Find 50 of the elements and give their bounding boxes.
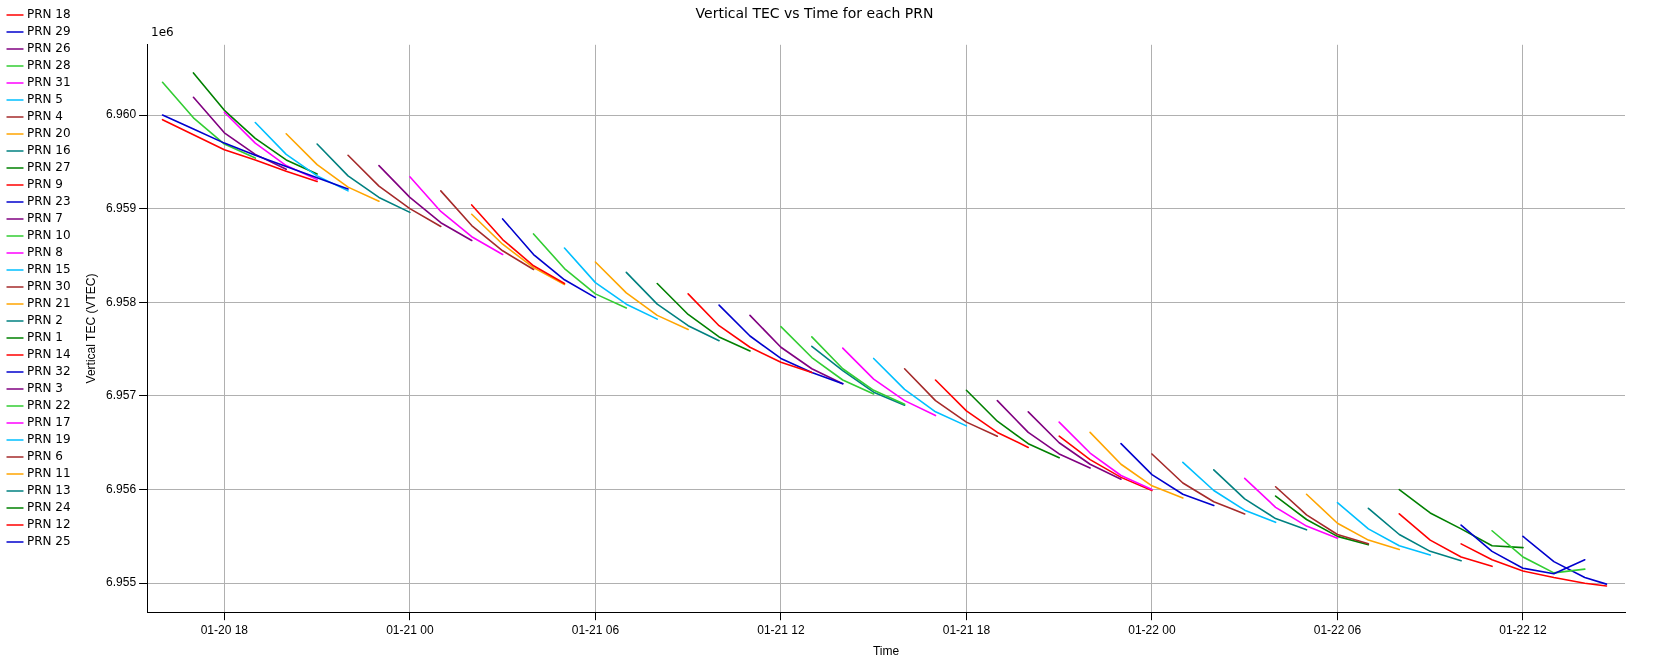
- legend-label: PRN 25: [27, 534, 71, 549]
- legend-label: PRN 11: [27, 466, 71, 481]
- x-tick-label: 01-21 18: [942, 622, 991, 637]
- legend-label: PRN 8: [27, 245, 63, 260]
- legend-label: PRN 21: [27, 296, 71, 311]
- legend-label: PRN 4: [27, 109, 63, 124]
- legend-label: PRN 14: [27, 347, 71, 362]
- x-tick-label: 01-21 06: [571, 622, 620, 637]
- legend-label: PRN 5: [27, 92, 63, 107]
- y-tick-label: 6.959: [106, 200, 137, 215]
- legend-label: PRN 30: [27, 279, 71, 294]
- legend-label: PRN 2: [27, 313, 63, 328]
- x-tick-label: 01-21 12: [757, 622, 805, 637]
- legend-label: PRN 31: [27, 75, 71, 90]
- legend-label: PRN 29: [27, 24, 71, 39]
- legend-label: PRN 26: [27, 41, 71, 56]
- legend-label: PRN 28: [27, 58, 71, 73]
- legend-label: PRN 24: [27, 500, 71, 515]
- x-tick-label: 01-22 06: [1313, 622, 1362, 637]
- legend-label: PRN 10: [27, 228, 71, 243]
- text: 1e6: [151, 24, 174, 39]
- chart-title: Vertical TEC vs Time for each PRN: [695, 5, 934, 22]
- legend-label: PRN 20: [27, 126, 71, 141]
- legend-label: PRN 1: [27, 330, 63, 345]
- y-tick-label: 6.955: [106, 575, 137, 590]
- legend-label: PRN 12: [27, 517, 71, 532]
- x-tick-label: 01-22 12: [1499, 622, 1547, 637]
- legend-label: PRN 18: [27, 7, 71, 22]
- legend-label: PRN 32: [27, 364, 71, 379]
- legend-label: PRN 6: [27, 449, 63, 464]
- legend-label: PRN 7: [27, 211, 63, 226]
- legend-label: PRN 19: [27, 432, 71, 447]
- x-axis-title: Time: [872, 644, 900, 659]
- legend-label: PRN 17: [27, 415, 71, 430]
- legend-label: PRN 15: [27, 262, 71, 277]
- y-axis-title: Vertical TEC (VTEC): [84, 273, 99, 384]
- legend-label: PRN 3: [27, 381, 63, 396]
- y-tick-label: 6.960: [106, 107, 137, 122]
- y-tick-label: 6.958: [106, 294, 137, 309]
- legend-label: PRN 22: [27, 398, 71, 413]
- legend-label: PRN 9: [27, 177, 63, 192]
- legend-label: PRN 27: [27, 160, 71, 175]
- y-tick-label: 6.957: [106, 388, 137, 403]
- legend-label: PRN 13: [27, 483, 71, 498]
- x-tick-label: 01-21 00: [386, 622, 434, 637]
- legend-label: PRN 23: [27, 194, 71, 209]
- x-tick-label: 01-20 18: [200, 622, 249, 637]
- legend-label: PRN 16: [27, 143, 71, 158]
- y-tick-label: 6.956: [106, 481, 137, 496]
- x-tick-label: 01-22 00: [1128, 622, 1176, 637]
